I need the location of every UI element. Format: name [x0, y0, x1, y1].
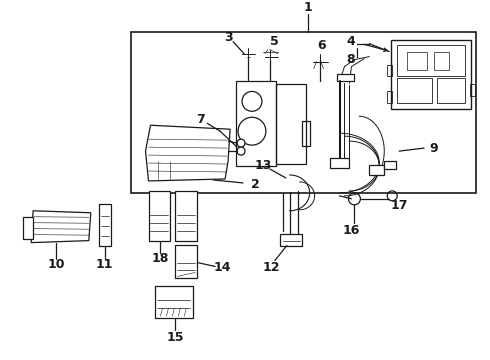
Text: 4: 4	[346, 35, 355, 48]
Bar	[148, 191, 171, 240]
Bar	[330, 158, 349, 168]
Polygon shape	[31, 211, 91, 243]
Text: 9: 9	[430, 141, 439, 154]
Text: 6: 6	[318, 39, 326, 52]
Text: 1: 1	[303, 1, 312, 14]
Bar	[131, 32, 476, 193]
Text: 13: 13	[254, 158, 271, 171]
Bar	[434, 51, 449, 69]
Bar	[397, 45, 465, 76]
Bar	[407, 51, 427, 69]
Circle shape	[348, 193, 360, 205]
Bar	[175, 244, 197, 278]
Bar	[387, 91, 392, 103]
Bar	[369, 165, 384, 175]
Text: 15: 15	[167, 330, 184, 344]
Bar	[470, 85, 475, 96]
Bar	[302, 121, 310, 146]
Circle shape	[387, 191, 397, 201]
Bar	[437, 78, 465, 103]
Bar	[337, 73, 354, 81]
Bar	[175, 191, 197, 240]
Text: 17: 17	[391, 199, 408, 212]
Bar	[387, 64, 392, 76]
Text: 16: 16	[343, 224, 360, 237]
Circle shape	[237, 139, 245, 147]
Text: 5: 5	[270, 35, 279, 48]
Bar	[391, 40, 471, 109]
Text: 12: 12	[262, 261, 280, 274]
Text: 3: 3	[224, 31, 232, 44]
Circle shape	[237, 147, 245, 155]
Bar	[397, 78, 432, 103]
Bar	[99, 204, 111, 246]
Bar	[155, 287, 193, 318]
Text: 10: 10	[47, 258, 65, 271]
Text: 14: 14	[213, 261, 231, 274]
Bar	[384, 161, 396, 169]
Text: 7: 7	[196, 113, 205, 126]
Polygon shape	[146, 125, 230, 181]
Text: 2: 2	[250, 179, 259, 192]
Bar	[280, 234, 302, 246]
Text: 8: 8	[346, 53, 355, 66]
Text: 18: 18	[152, 252, 169, 265]
Bar	[23, 217, 33, 239]
Text: 11: 11	[96, 258, 114, 271]
Bar	[236, 81, 276, 166]
Bar	[276, 85, 306, 164]
